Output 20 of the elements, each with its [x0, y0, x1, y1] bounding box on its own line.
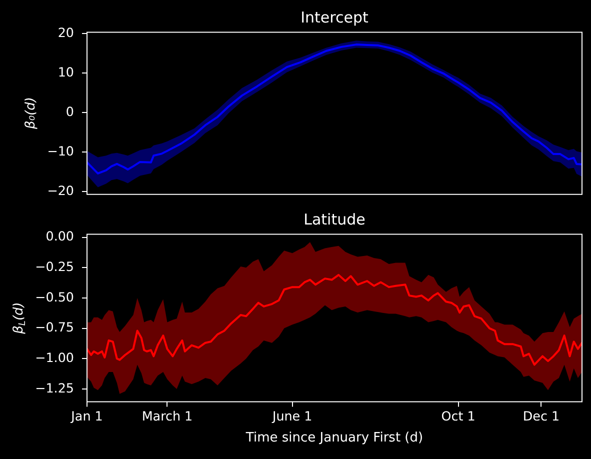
x-tick-label: June 1 — [271, 408, 312, 424]
y-tick-label: −0.75 — [35, 320, 74, 335]
y-tick-label: −10 — [47, 143, 74, 158]
y-tick-label: −0.50 — [35, 289, 74, 304]
y-tick-label: 0.00 — [46, 228, 74, 244]
y-tick-label: 20 — [58, 24, 74, 40]
y-tick-label: −1.00 — [35, 350, 74, 365]
x-tick-label: Dec 1 — [522, 408, 560, 424]
y-tick-label: −1.25 — [35, 380, 74, 396]
x-tick-label: Oct 1 — [441, 408, 476, 424]
y-tick-label: −20 — [47, 182, 74, 198]
y-tick-label: 0 — [66, 104, 74, 119]
x-axis-title: Time since January First (d) — [246, 430, 424, 447]
chart-title: Intercept — [300, 8, 368, 26]
x-tick-label: March 1 — [142, 408, 193, 424]
y-axis-title: β₀(d) — [24, 97, 40, 130]
chart-title: Latitude — [304, 210, 366, 228]
y-tick-label: 10 — [58, 64, 74, 80]
y-tick-label: −0.25 — [35, 258, 74, 274]
x-tick-label: Jan 1 — [70, 408, 103, 424]
